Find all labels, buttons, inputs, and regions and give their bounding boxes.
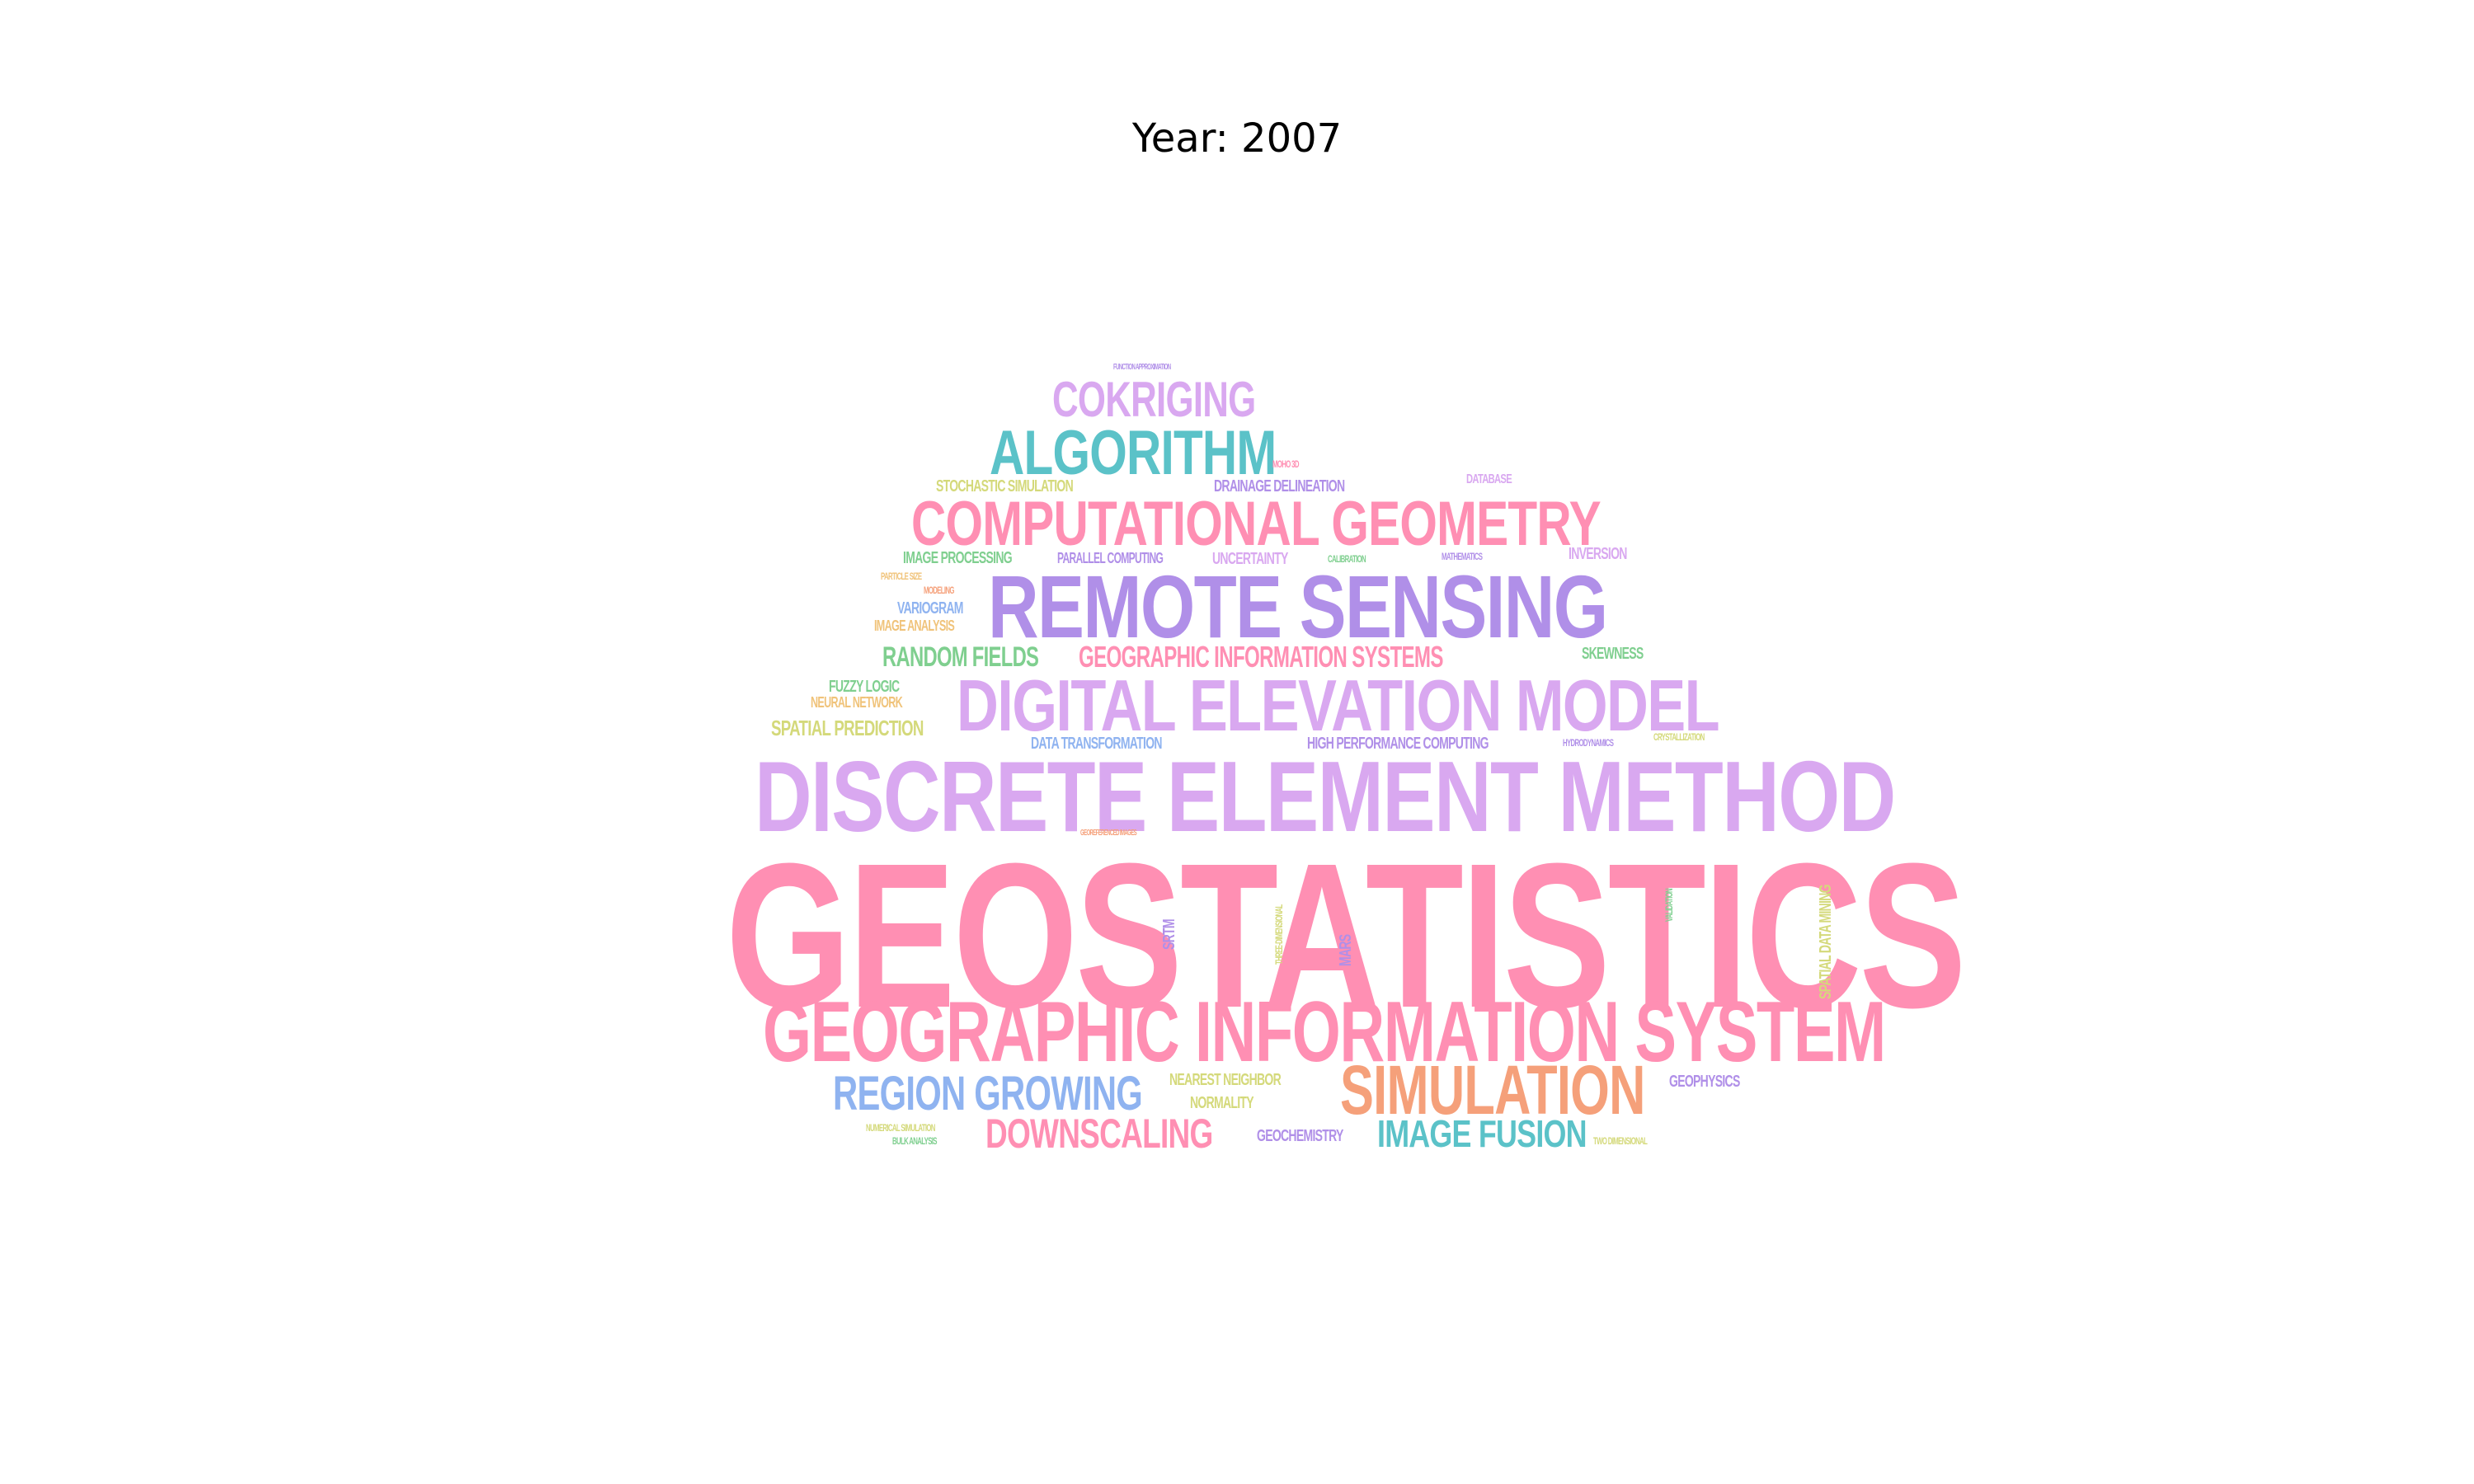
word: NORMALITY bbox=[1190, 1094, 1254, 1112]
word: GEOGRAPHIC INFORMATION SYSTEM bbox=[763, 984, 1886, 1080]
word: SIMULATION bbox=[1340, 1051, 1645, 1129]
word: GEOCHEMISTRY bbox=[1257, 1127, 1343, 1145]
word: REMOTE SENSING bbox=[988, 556, 1608, 656]
word: CALIBRATION bbox=[1328, 553, 1366, 565]
chart-title: Year: 2007 bbox=[1131, 115, 1343, 162]
word: DATA TRANSFORMATION bbox=[1031, 735, 1163, 753]
word: GEOGRAPHIC INFORMATION SYSTEMS bbox=[1079, 640, 1443, 674]
word: ALGORITHM bbox=[990, 418, 1277, 488]
word: RANDOM FIELDS bbox=[882, 641, 1039, 673]
word: DOWNSCALING bbox=[985, 1111, 1213, 1157]
word: PARALLEL COMPUTING bbox=[1057, 550, 1164, 566]
word: MODELING bbox=[924, 585, 954, 596]
word: VALIDATION bbox=[1663, 888, 1675, 922]
word: DRAINAGE DELINEATION bbox=[1214, 477, 1345, 495]
word: SRTM bbox=[1160, 919, 1178, 950]
word: HYDRODYNAMICS bbox=[1563, 737, 1614, 749]
word: SPATIAL PREDICTION bbox=[771, 716, 924, 740]
word: HIGH PERFORMANCE COMPUTING bbox=[1307, 735, 1489, 753]
word: REGION GROWING bbox=[833, 1067, 1143, 1120]
word: COMPUTATIONAL GEOMETRY bbox=[911, 489, 1602, 559]
word: DISCRETE ELEMENT METHOD bbox=[755, 740, 1896, 852]
word: MATHEMATICS bbox=[1442, 551, 1483, 562]
word: INVERSION bbox=[1569, 545, 1627, 563]
word: FUZZY LOGIC bbox=[829, 678, 900, 696]
word: IMAGE PROCESSING bbox=[903, 549, 1013, 567]
word: DIGITAL ELEVATION MODEL bbox=[957, 665, 1720, 746]
word: SPATIAL DATA MINING bbox=[1817, 885, 1835, 999]
word: COKRIGING bbox=[1052, 372, 1256, 427]
word: GEOSTATISTICS bbox=[726, 820, 1967, 1050]
word: VARIOGRAM bbox=[897, 599, 963, 618]
word: STOCHASTIC SIMULATION bbox=[936, 477, 1074, 495]
word: BULK ANALYSIS bbox=[892, 1135, 937, 1147]
word: MOHO 3D bbox=[1272, 458, 1300, 470]
word: IMAGE FUSION bbox=[1377, 1112, 1587, 1155]
word: GEOREFERENCED IMAGES bbox=[1080, 829, 1137, 838]
word: IMAGE ANALYSIS bbox=[874, 618, 955, 634]
word: THREE-DIMENSIONAL bbox=[1273, 904, 1285, 965]
word: NEAREST NEIGHBOR bbox=[1169, 1071, 1282, 1089]
word: NEURAL NETWORK bbox=[811, 694, 903, 711]
word: GEOPHYSICS bbox=[1669, 1073, 1740, 1091]
word: FUNCTION APPROXIMATION bbox=[1113, 363, 1171, 372]
word: CRYSTALLIZATION bbox=[1653, 731, 1705, 743]
word: TWO DIMENSIONAL bbox=[1593, 1135, 1648, 1147]
word: DATABASE bbox=[1466, 472, 1512, 486]
word: PARTICLE SIZE bbox=[881, 571, 922, 582]
word: UNCERTAINTY bbox=[1212, 550, 1288, 568]
word: NUMERICAL SIMULATION bbox=[866, 1122, 935, 1134]
word: MARS bbox=[1337, 934, 1355, 966]
word: SKEWNESS bbox=[1582, 645, 1644, 663]
